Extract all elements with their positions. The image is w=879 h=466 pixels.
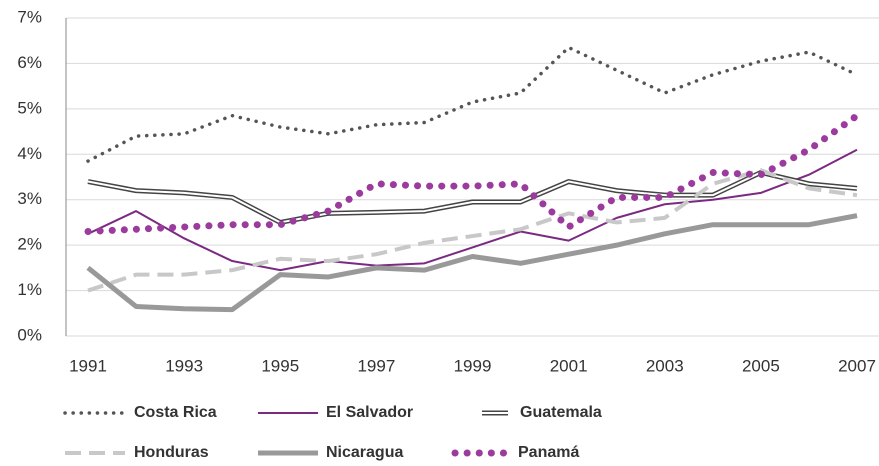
x-tick-label: 2005 xyxy=(742,356,780,375)
y-tick-label: 0% xyxy=(17,325,42,344)
x-tick-label: 1993 xyxy=(165,356,203,375)
x-tick-label: 2007 xyxy=(838,356,876,375)
series-line xyxy=(84,112,861,236)
y-tick-label: 5% xyxy=(17,98,42,117)
y-tick-label: 1% xyxy=(17,280,42,299)
series-line xyxy=(87,169,858,225)
x-tick-label: 1997 xyxy=(357,356,395,375)
x-tick-label: 1995 xyxy=(261,356,299,375)
x-tick-label: 1999 xyxy=(454,356,492,375)
legend-label: Nicaragua xyxy=(326,444,403,461)
series-line-inner xyxy=(87,171,858,224)
legend-label: Honduras xyxy=(134,444,209,461)
series-line xyxy=(87,168,858,293)
y-tick-label: 3% xyxy=(17,189,42,208)
y-tick-label: 7% xyxy=(17,7,42,26)
legend-label: Panamá xyxy=(518,444,579,461)
y-tick-label: 2% xyxy=(17,235,42,254)
series-line xyxy=(86,213,858,313)
series-line xyxy=(87,148,858,272)
x-tick-label: 1991 xyxy=(69,356,107,375)
y-tick-label: 4% xyxy=(17,144,42,163)
x-tick-label: 2001 xyxy=(550,356,588,375)
y-tick-label: 6% xyxy=(17,53,42,72)
legend-label: Guatemala xyxy=(520,404,602,421)
series-line xyxy=(86,45,859,163)
legend-label: El Salvador xyxy=(326,404,413,421)
x-tick-label: 2003 xyxy=(646,356,684,375)
legend-label: Costa Rica xyxy=(134,404,217,421)
